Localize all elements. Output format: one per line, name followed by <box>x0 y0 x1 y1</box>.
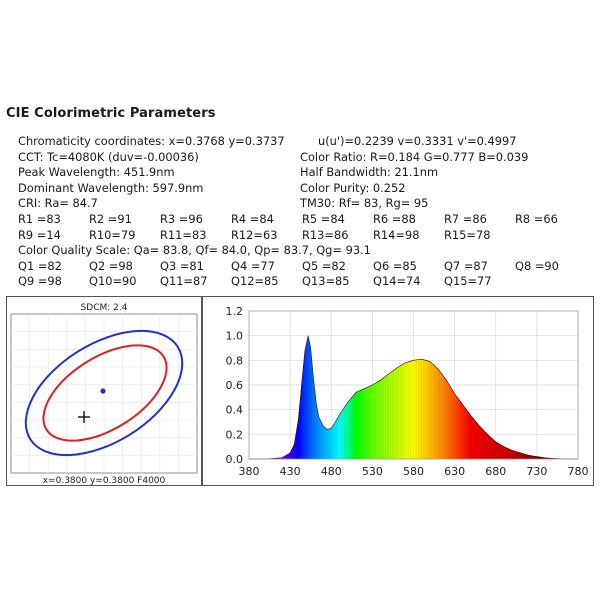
inner-ellipse <box>42 344 168 442</box>
spectrum-outline <box>249 335 579 460</box>
half-bandwidth-text: Half Bandwidth: 21.1nm <box>300 165 439 180</box>
params-block: Chromaticity coordinates: x=0.3768 y=0.3… <box>18 134 598 290</box>
q-value: Q7 =87 <box>444 258 488 273</box>
y-tick-label: 0.4 <box>226 404 244 417</box>
reference-cross <box>78 411 90 423</box>
r-value: R3 =96 <box>160 211 203 226</box>
x-tick-label: 480 <box>321 465 342 478</box>
q-value: Q8 =90 <box>515 258 559 273</box>
params-row-cct: CCT: Tc=4080K (duv=-0.00036) Color Ratio… <box>18 150 598 166</box>
x-axis: 380 430 480 530 580 630 680 730 780 <box>239 465 589 478</box>
outer-ellipse <box>24 329 184 457</box>
y-axis: 0.0 0.2 0.4 0.6 0.8 1.0 1.2 <box>226 305 244 466</box>
spectrum-chart: 0.0 0.2 0.4 0.6 0.8 1.0 1.2 380 430 480 530 580 630… <box>226 305 589 478</box>
ellipse-panel: SDCM: 2.4 x=0.3800 y=0.3800 F4000 <box>6 296 202 486</box>
r-value: R2 =91 <box>89 211 132 226</box>
r-value: R8 =66 <box>515 211 558 226</box>
q-value: Q11=87 <box>160 274 208 289</box>
color-ratio-text: Color Ratio: R=0.184 G=0.777 B=0.039 <box>300 149 529 164</box>
q-value: Q1 =82 <box>18 258 62 273</box>
cqs-text: Color Quality Scale: Qa= 83.8, Qf= 84.0,… <box>18 243 371 258</box>
r-value: R6 =88 <box>373 211 416 226</box>
q-value: Q12=85 <box>231 274 279 289</box>
r-value: R4 =84 <box>231 211 274 226</box>
x-tick-label: 680 <box>485 465 506 478</box>
q-value: Q2 =98 <box>89 258 133 273</box>
spectrum-panel: 0.0 0.2 0.4 0.6 0.8 1.0 1.2 380 430 480 530 580 630… <box>202 296 594 486</box>
x-tick-label: 580 <box>403 465 424 478</box>
q-value: Q14=74 <box>373 274 421 289</box>
r-value: R13=86 <box>302 227 349 242</box>
params-row-peak: Peak Wavelength: 451.9nm Half Bandwidth:… <box>18 165 598 181</box>
params-row-chromaticity: Chromaticity coordinates: x=0.3768 y=0.3… <box>18 134 598 150</box>
params-row-cri: CRI: Ra= 84.7 TM30: Rf= 83, Rg= 95 <box>18 196 598 212</box>
r-value: R7 =86 <box>444 211 487 226</box>
q-value: Q10=90 <box>89 274 137 289</box>
r-values-row-1: R1 =83 R2 =91 R3 =96 R4 =84 R5 =84 R6 =8… <box>18 212 598 228</box>
q-values-row-1: Q1 =82 Q2 =98 Q3 =81 Q4 =77 Q5 =82 Q6 =8… <box>18 259 598 275</box>
uv-text: u(u')=0.2239 v=0.3331 v'=0.4997 <box>318 134 517 148</box>
x-tick-label: 530 <box>362 465 383 478</box>
r-value: R1 =83 <box>18 211 61 226</box>
x-tick-label: 730 <box>526 465 547 478</box>
y-tick-label: 1.2 <box>226 305 244 318</box>
q-value: Q5 =82 <box>302 258 346 273</box>
q-value: Q4 =77 <box>231 258 275 273</box>
r-value: R9 =14 <box>18 227 61 242</box>
plot-frame <box>248 310 579 460</box>
dominant-wavelength-text: Dominant Wavelength: 597.9nm <box>18 180 204 195</box>
r-value: R15=78 <box>444 227 491 242</box>
q-value: Q3 =81 <box>160 258 204 273</box>
y-tick-label: 0.2 <box>226 428 244 441</box>
peak-wavelength-text: Peak Wavelength: 451.9nm <box>18 165 175 180</box>
q-value: Q15=77 <box>444 274 492 289</box>
measured-point <box>100 388 106 394</box>
y-tick-label: 0.6 <box>226 379 244 392</box>
params-row-dominant: Dominant Wavelength: 597.9nm Color Purit… <box>18 181 598 197</box>
cct-text: CCT: Tc=4080K (duv=-0.00036) <box>18 149 199 164</box>
q-values-row-2: Q9 =98 Q10=90 Q11=87 Q12=85 Q13=85 Q14=7… <box>18 274 598 290</box>
r-value: R11=83 <box>160 227 207 242</box>
cri-text: CRI: Ra= 84.7 <box>18 196 98 211</box>
y-tick-label: 0.8 <box>226 354 244 367</box>
x-tick-label: 630 <box>444 465 465 478</box>
r-value: R5 =84 <box>302 211 345 226</box>
params-row-cqs: Color Quality Scale: Qa= 83.8, Qf= 84.0,… <box>18 243 598 259</box>
q-value: Q9 =98 <box>18 274 62 289</box>
ellipse-plot: SDCM: 2.4 x=0.3800 y=0.3800 F4000 <box>10 303 198 486</box>
sdcm-label: SDCM: 2.4 <box>81 303 128 313</box>
q-value: Q13=85 <box>302 274 350 289</box>
y-tick-label: 0.0 <box>226 453 244 466</box>
r-value: R14=98 <box>373 227 420 242</box>
page-title: CIE Colorimetric Parameters <box>6 106 216 121</box>
r-value: R10=79 <box>89 227 136 242</box>
x-tick-label: 430 <box>280 465 301 478</box>
r-value: R12=63 <box>231 227 278 242</box>
chromaticity-text: Chromaticity coordinates: x=0.3768 y=0.3… <box>18 134 285 148</box>
spectrum-bars <box>281 336 546 459</box>
x-tick-label: 380 <box>239 465 260 478</box>
color-purity-text: Color Purity: 0.252 <box>300 180 406 195</box>
tm30-text: TM30: Rf= 83, Rg= 95 <box>300 196 429 211</box>
y-tick-label: 1.0 <box>226 330 244 343</box>
q-value: Q6 =85 <box>373 258 417 273</box>
ellipse-footer: x=0.3800 y=0.3800 F4000 <box>43 476 166 485</box>
x-tick-label: 780 <box>568 465 589 478</box>
r-values-row-2: R9 =14 R10=79 R11=83 R12=63 R13=86 R14=9… <box>18 228 598 244</box>
